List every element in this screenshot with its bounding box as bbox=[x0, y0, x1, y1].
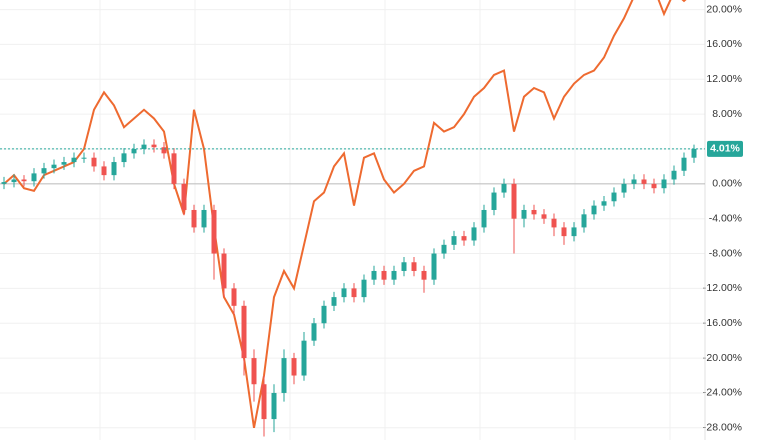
candle-body bbox=[221, 253, 227, 289]
candle-body bbox=[131, 148, 137, 154]
candle-body bbox=[151, 144, 157, 148]
y-tick-label: 16.00% bbox=[706, 38, 742, 50]
candle-body bbox=[321, 305, 327, 324]
y-tick-label: 20.00% bbox=[706, 3, 742, 15]
candle-body bbox=[651, 183, 657, 189]
candle-body bbox=[241, 305, 247, 359]
y-tick-label: -28.00% bbox=[703, 422, 742, 434]
candle-body bbox=[601, 201, 607, 206]
candle-body bbox=[341, 288, 347, 298]
candle-body bbox=[631, 179, 637, 184]
y-tick-label: -12.00% bbox=[703, 282, 742, 294]
y-tick-label: -24.00% bbox=[703, 387, 742, 399]
candle-body bbox=[71, 157, 77, 163]
price-badge bbox=[707, 140, 743, 157]
candle-body bbox=[481, 209, 487, 228]
y-tick-label: 12.00% bbox=[706, 73, 742, 85]
candle-body bbox=[541, 214, 547, 219]
candle-body bbox=[1, 182, 7, 184]
candle-body bbox=[521, 209, 527, 219]
candle-body bbox=[441, 244, 447, 254]
candle-body bbox=[381, 270, 387, 280]
candle-body bbox=[311, 323, 317, 341]
candle-body bbox=[201, 209, 207, 228]
y-tick-label: -4.00% bbox=[709, 212, 742, 224]
candle-body bbox=[421, 270, 427, 280]
candle-body bbox=[281, 358, 287, 393]
candle-body bbox=[101, 166, 107, 176]
candle-body bbox=[621, 183, 627, 193]
price-badge-label: 4.01% bbox=[710, 143, 740, 155]
y-tick-label: -16.00% bbox=[703, 317, 742, 329]
candle-body bbox=[361, 279, 367, 298]
candle-body bbox=[501, 183, 507, 193]
candle-body bbox=[161, 147, 167, 154]
candle-body bbox=[191, 209, 197, 228]
candle-body bbox=[301, 340, 307, 376]
y-tick-label: 8.00% bbox=[712, 108, 742, 120]
candle-body bbox=[291, 358, 297, 376]
candle-body bbox=[371, 270, 377, 280]
candle-body bbox=[431, 253, 437, 280]
candle-body bbox=[641, 179, 647, 184]
candle-body bbox=[571, 227, 577, 237]
candle-body bbox=[181, 183, 187, 210]
candle-body bbox=[581, 214, 587, 228]
candle-body bbox=[261, 384, 267, 420]
candle-body bbox=[401, 262, 407, 271]
candle-body bbox=[331, 297, 337, 306]
candle-body bbox=[531, 209, 537, 215]
candle-body bbox=[461, 236, 467, 241]
candle-body bbox=[451, 236, 457, 245]
candle-body bbox=[591, 205, 597, 215]
candle-body bbox=[61, 162, 67, 165]
candle-body bbox=[411, 262, 417, 271]
y-tick-label: 0.00% bbox=[712, 178, 742, 190]
candle-body bbox=[11, 179, 17, 183]
candle-body bbox=[231, 288, 237, 306]
candle-body bbox=[271, 392, 277, 420]
candle-body bbox=[681, 157, 687, 171]
candle-body bbox=[21, 179, 27, 182]
candle-body bbox=[111, 162, 117, 176]
candle-body bbox=[561, 227, 567, 237]
candle-body bbox=[31, 173, 37, 182]
candle-body bbox=[91, 157, 97, 167]
candle-body bbox=[551, 218, 557, 228]
candle-body bbox=[41, 168, 47, 174]
candle-body bbox=[491, 192, 497, 210]
candle-body bbox=[391, 270, 397, 280]
candle-body bbox=[661, 179, 667, 189]
candle-body bbox=[511, 183, 517, 219]
candle-body bbox=[51, 164, 57, 169]
candle-body bbox=[471, 227, 477, 241]
candle-body bbox=[691, 148, 697, 158]
comparison-line bbox=[3, 0, 687, 428]
y-tick-label: -8.00% bbox=[709, 247, 742, 259]
candle-body bbox=[611, 192, 617, 202]
candle-body bbox=[671, 170, 677, 180]
candle-body bbox=[211, 209, 217, 254]
candle-body bbox=[351, 288, 357, 298]
y-tick-label: -20.00% bbox=[703, 352, 742, 364]
candle-body bbox=[141, 144, 147, 149]
candle-body bbox=[251, 358, 257, 385]
candle-body bbox=[171, 153, 177, 184]
candle-body bbox=[81, 157, 87, 159]
candle-body bbox=[121, 153, 127, 163]
